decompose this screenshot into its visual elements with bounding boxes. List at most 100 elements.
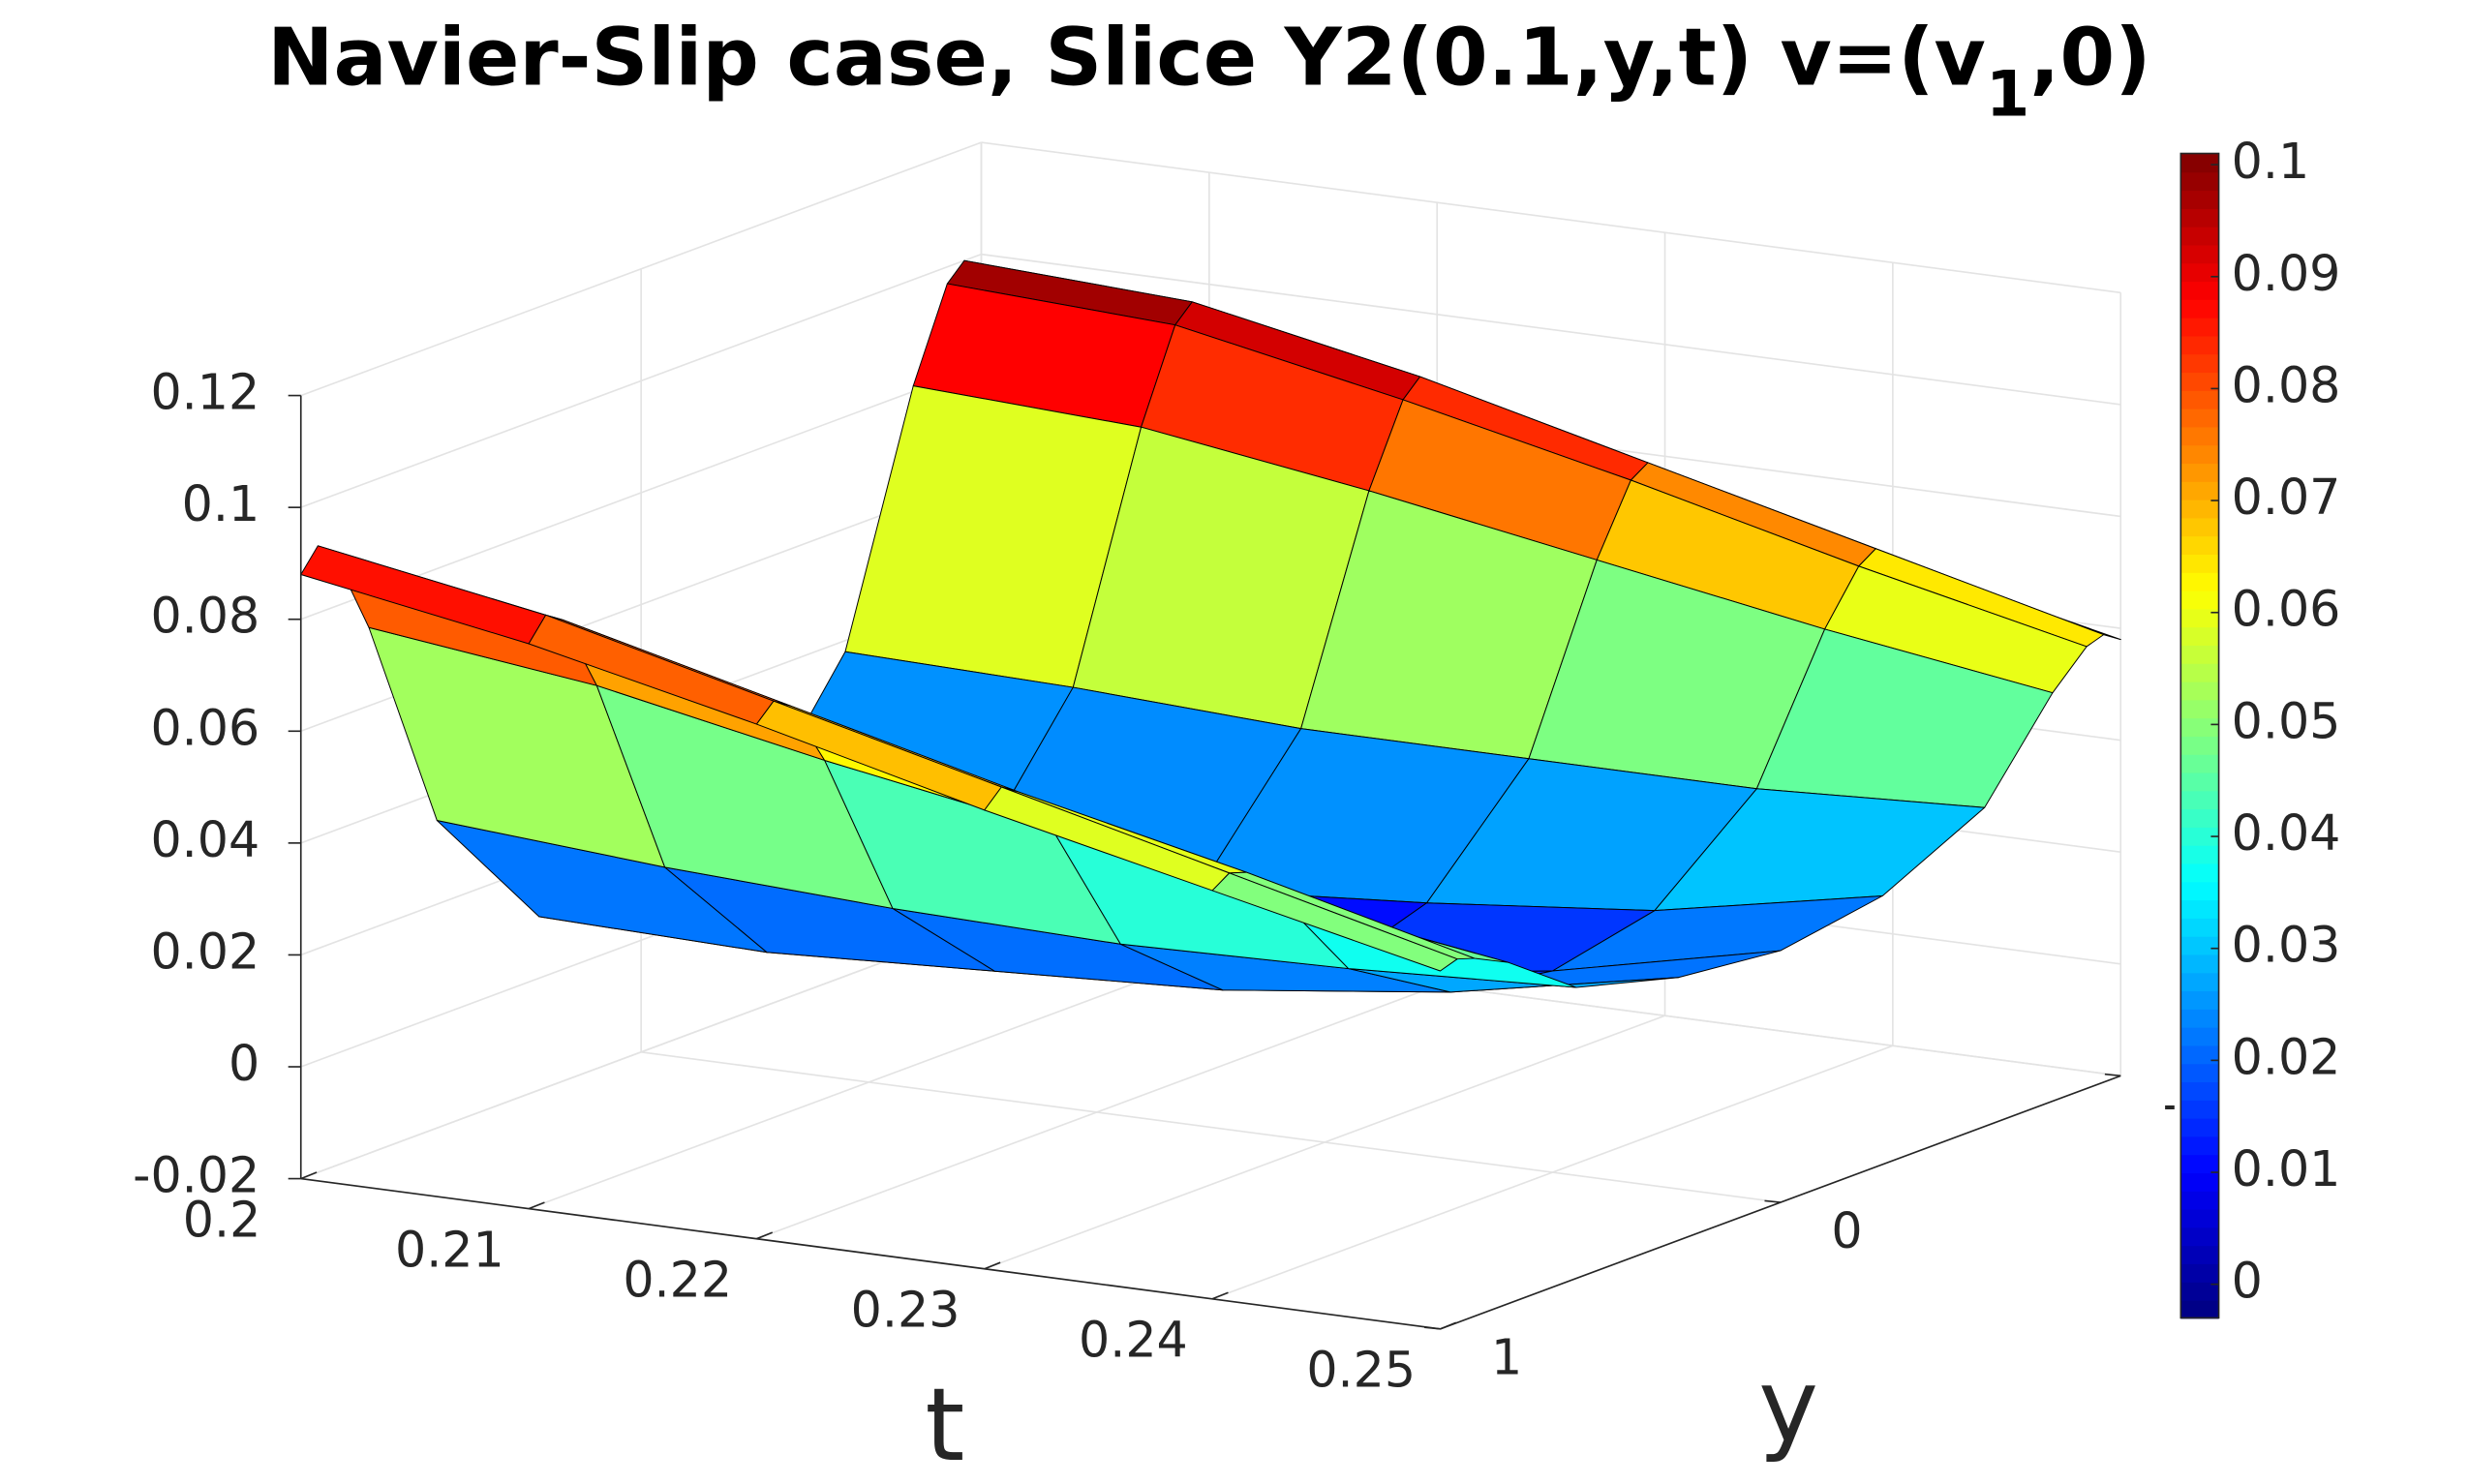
- colorbar-swatch: [2180, 408, 2219, 428]
- colorbar-swatch: [2180, 262, 2219, 283]
- colorbar-swatch: [2180, 954, 2219, 974]
- colorbar-swatch: [2180, 535, 2219, 555]
- z-tick-label: 0.02: [150, 923, 259, 980]
- tick-mark: [1440, 1321, 1457, 1330]
- colorbar-swatch: [2180, 753, 2219, 773]
- colorbar-swatch: [2180, 317, 2219, 337]
- tick-mark: [984, 1261, 1001, 1270]
- colorbar-swatch: [2180, 644, 2219, 664]
- z-tick-label: -0.02: [133, 1147, 259, 1204]
- colorbar-swatch: [2180, 844, 2219, 864]
- colorbar-tick-label: 0.08: [2232, 356, 2341, 413]
- y-axis-label: y: [1758, 1347, 1818, 1465]
- colorbar-swatch: [2180, 826, 2219, 846]
- colorbar-swatch: [2180, 571, 2219, 591]
- x-axis: [300, 1177, 1441, 1330]
- x-tick-label: 0.22: [623, 1251, 732, 1308]
- colorbar-swatch: [2180, 353, 2219, 374]
- y-tick-label: 0: [1831, 1202, 1862, 1259]
- z-tick-label: 0: [229, 1035, 259, 1092]
- x-tick-label: 0.25: [1306, 1342, 1416, 1399]
- y-tick-label: 1: [1491, 1329, 1522, 1386]
- colorbar-swatch: [2180, 681, 2219, 701]
- colorbar-swatch: [2180, 1227, 2219, 1247]
- colorbar-swatch: [2180, 1136, 2219, 1156]
- surface: [300, 259, 2121, 993]
- colorbar-swatch: [2180, 1190, 2219, 1210]
- colorbar-swatch: [2180, 1281, 2219, 1301]
- colorbar-swatch: [2180, 444, 2219, 465]
- colorbar-swatch: [2180, 281, 2219, 300]
- colorbar-swatch: [2180, 917, 2219, 937]
- colorbar-swatch: [2180, 480, 2219, 500]
- colorbar-swatch: [2180, 717, 2219, 737]
- colorbar-swatch: [2180, 699, 2219, 719]
- colorbar-swatch: [2180, 1026, 2219, 1046]
- colorbar-swatch: [2180, 426, 2219, 446]
- colorbar-swatch: [2180, 372, 2219, 391]
- colorbar-tick-label: 0.01: [2232, 1140, 2341, 1197]
- colorbar-swatch: [2180, 1081, 2219, 1101]
- colorbar-swatch: [2180, 153, 2219, 173]
- title-subscript: 1: [1986, 57, 2029, 131]
- colorbar-swatch: [2180, 990, 2219, 1010]
- surface-patch: [1211, 872, 1458, 972]
- colorbar-swatch: [2180, 735, 2219, 755]
- colorbar-swatch: [2180, 226, 2219, 246]
- colorbar-swatch: [2180, 1245, 2219, 1264]
- grid-line: [981, 141, 2121, 294]
- colorbar-swatch: [2180, 772, 2219, 792]
- z-tick-label: 0.06: [150, 699, 259, 756]
- colorbar-swatch: [2180, 335, 2219, 355]
- colorbar-swatch: [2180, 881, 2219, 901]
- colorbar-swatch: [2180, 1099, 2219, 1119]
- colorbar-swatch: [2180, 190, 2219, 209]
- grid-line: [981, 253, 2121, 406]
- colorbar-tick-label: 0.03: [2232, 917, 2341, 974]
- z-tick-label: 0.04: [150, 811, 259, 868]
- tick-mark: [2104, 1073, 2121, 1077]
- colorbar-swatch: [2180, 389, 2219, 409]
- colorbar-swatch: [2180, 626, 2219, 646]
- x-tick-label: 0.23: [851, 1281, 960, 1338]
- colorbar-swatch: [2180, 808, 2219, 828]
- colorbar-swatch: [2180, 1008, 2219, 1028]
- colorbar-tick-label: 0.04: [2232, 804, 2341, 862]
- colorbar-swatch: [2180, 1117, 2219, 1137]
- z-tick-label: 0.1: [182, 475, 260, 532]
- tick-mark: [1764, 1199, 1781, 1203]
- colorbar-tick-label: 0.02: [2232, 1028, 2341, 1085]
- colorbar-swatch: [2180, 863, 2219, 883]
- tick-mark: [1424, 1326, 1441, 1330]
- colorbar-swatch: [2180, 1063, 2219, 1083]
- colorbar-swatch: [2180, 1154, 2219, 1174]
- chart-title: Navier-Slip case, Slice Y2(0.1,y,t) v=(v…: [267, 13, 2150, 132]
- colorbar-tick-label: 0.09: [2232, 245, 2341, 302]
- colorbar-swatch: [2180, 499, 2219, 519]
- colorbar-swatch: [2180, 1172, 2219, 1192]
- colorbar-swatch: [2180, 662, 2219, 682]
- colorbar-swatch: [2180, 1045, 2219, 1065]
- z-tick-label: 0.08: [150, 588, 259, 645]
- colorbar-tick-label: 0.06: [2232, 581, 2341, 638]
- colorbar-swatch: [2180, 463, 2219, 482]
- colorbar-swatch: [2180, 899, 2219, 919]
- x-tick-label: 0.21: [395, 1221, 504, 1278]
- tick-mark: [1211, 1291, 1229, 1300]
- x-tick-label: 0.2: [183, 1191, 261, 1248]
- colorbar-swatch: [2180, 972, 2219, 992]
- tick-mark: [528, 1201, 545, 1210]
- colorbar: 0 0.01 0.02 0.03 0.04 0.05 0.06 0.07 0.08 0.09 0.1: [2174, 133, 2459, 1328]
- colorbar-swatch: [2180, 608, 2219, 628]
- colorbar-swatch: [2180, 298, 2219, 318]
- colorbar-swatch: [2180, 517, 2219, 537]
- colorbar-tick-label: 0.1: [2232, 133, 2310, 190]
- tick-mark: [756, 1231, 774, 1240]
- colorbar-swatch: [2180, 1299, 2219, 1319]
- colorbar-swatch: [2180, 207, 2219, 227]
- colorbar-tick-label: 0.07: [2232, 469, 2341, 526]
- colorbar-background: [2174, 143, 2459, 1328]
